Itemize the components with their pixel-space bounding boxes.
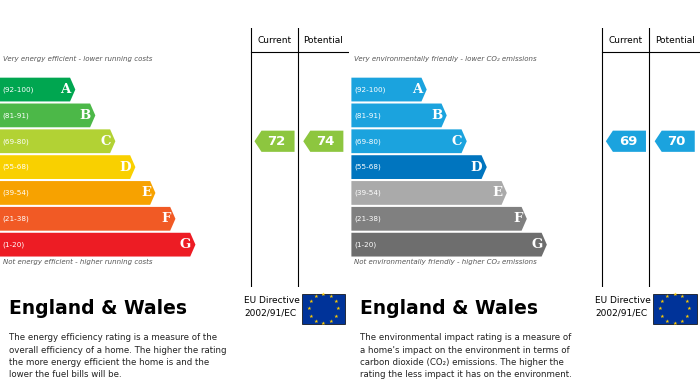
Text: G: G [531,238,542,251]
Text: (55-68): (55-68) [354,164,381,170]
Text: The energy efficiency rating is a measure of the
overall efficiency of a home. T: The energy efficiency rating is a measur… [8,334,226,379]
Text: ★: ★ [659,299,664,304]
Text: EU Directive
2002/91/EC: EU Directive 2002/91/EC [596,296,651,317]
Polygon shape [654,131,695,152]
Polygon shape [351,78,427,101]
FancyBboxPatch shape [302,294,345,324]
Text: ★: ★ [687,307,692,311]
Text: ★: ★ [314,294,318,299]
Polygon shape [351,155,486,179]
Text: (92-100): (92-100) [354,86,386,93]
Text: ★: ★ [334,314,338,319]
Text: Potential: Potential [654,36,694,45]
Text: Current: Current [609,36,643,45]
Text: A: A [60,83,71,96]
Text: (81-91): (81-91) [3,112,29,118]
Polygon shape [0,233,195,256]
Text: EU Directive
2002/91/EC: EU Directive 2002/91/EC [244,296,300,317]
Text: ★: ★ [308,299,313,304]
Text: (39-54): (39-54) [354,190,381,196]
Text: E: E [141,187,151,199]
FancyBboxPatch shape [653,294,696,324]
Text: ★: ★ [665,294,670,299]
Text: ★: ★ [328,294,333,299]
Text: Current: Current [258,36,292,45]
Text: (21-38): (21-38) [3,215,29,222]
Text: Energy Efficiency Rating: Energy Efficiency Rating [8,7,192,21]
Text: (81-91): (81-91) [354,112,381,118]
Polygon shape [351,207,527,231]
Text: Very environmentally friendly - lower CO₂ emissions: Very environmentally friendly - lower CO… [354,56,537,62]
Text: 70: 70 [668,135,686,148]
Text: A: A [412,83,422,96]
Text: ★: ★ [673,292,677,297]
Polygon shape [0,78,76,101]
Polygon shape [606,131,646,152]
Polygon shape [351,129,467,153]
Text: ★: ★ [307,307,311,311]
Text: England & Wales: England & Wales [360,300,538,318]
Text: (69-80): (69-80) [354,138,381,145]
Text: 74: 74 [316,135,335,148]
Polygon shape [303,131,344,152]
Text: ★: ★ [335,307,340,311]
Text: B: B [431,109,442,122]
Text: (55-68): (55-68) [3,164,29,170]
Text: ★: ★ [685,314,690,319]
Text: (92-100): (92-100) [3,86,34,93]
Text: (1-20): (1-20) [354,241,377,248]
Text: 72: 72 [267,135,286,148]
Text: B: B [80,109,91,122]
Polygon shape [255,131,295,152]
Text: ★: ★ [680,319,685,324]
Text: Not environmentally friendly - higher CO₂ emissions: Not environmentally friendly - higher CO… [354,259,537,265]
Polygon shape [0,155,135,179]
Text: C: C [452,135,462,148]
Text: ★: ★ [685,299,690,304]
Text: D: D [471,161,482,174]
Polygon shape [0,129,116,153]
Text: (1-20): (1-20) [3,241,25,248]
Text: ★: ★ [308,314,313,319]
Text: ★: ★ [665,319,670,324]
Text: (39-54): (39-54) [3,190,29,196]
Polygon shape [0,181,155,205]
Text: ★: ★ [321,321,326,326]
Text: Very energy efficient - lower running costs: Very energy efficient - lower running co… [3,56,152,62]
Text: ★: ★ [673,321,677,326]
Text: 69: 69 [619,135,637,148]
Text: (21-38): (21-38) [354,215,381,222]
Text: E: E [492,187,503,199]
Polygon shape [351,104,447,127]
Text: The environmental impact rating is a measure of
a home's impact on the environme: The environmental impact rating is a mea… [360,334,572,379]
Polygon shape [0,104,95,127]
Text: C: C [100,135,111,148]
Text: (69-80): (69-80) [3,138,29,145]
Text: ★: ★ [658,307,662,311]
Text: ★: ★ [659,314,664,319]
Text: G: G [180,238,191,251]
Text: ★: ★ [334,299,338,304]
Text: ★: ★ [321,292,326,297]
Text: England & Wales: England & Wales [8,300,187,318]
Text: ★: ★ [328,319,333,324]
Polygon shape [351,181,507,205]
Text: Not energy efficient - higher running costs: Not energy efficient - higher running co… [3,259,153,265]
Text: D: D [120,161,131,174]
Polygon shape [351,233,547,256]
Polygon shape [0,207,176,231]
Text: ★: ★ [314,319,318,324]
Text: Environmental Impact (CO₂) Rating: Environmental Impact (CO₂) Rating [360,7,622,21]
Text: F: F [513,212,522,225]
Text: ★: ★ [680,294,685,299]
Text: F: F [162,212,171,225]
Text: Potential: Potential [303,36,343,45]
